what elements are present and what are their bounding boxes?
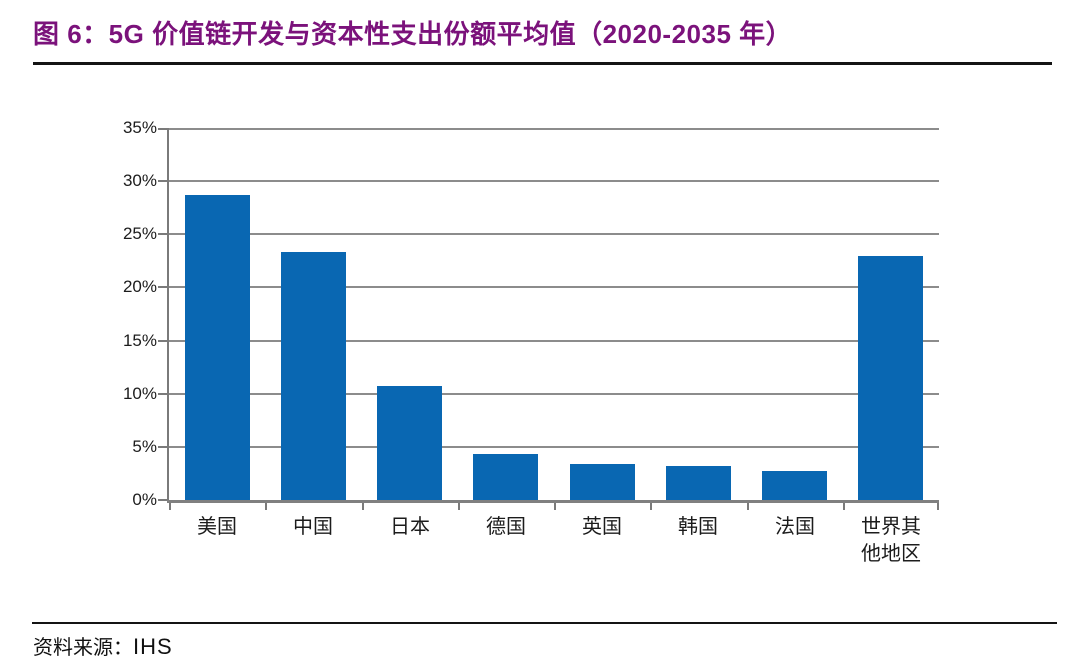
y-axis-tick [158,286,167,288]
bar-2 [281,252,346,500]
y-axis-tick [158,233,167,235]
title-divider [33,62,1052,65]
y-axis-label: 10% [122,384,157,403]
bar-chart-plot-area: 0% 5% 10% 15% 20% 25% 30% 35% 美国 中国 日本 德国 英国 韩国 法国 世界其 … [123,118,939,565]
x-axis-tick [362,503,364,510]
y-axis-label: 20% [122,277,157,296]
x-axis-label: 美国 [197,516,237,538]
gridline [169,128,939,130]
y-axis-tick [158,446,167,448]
x-axis-label: 德国 [486,516,526,538]
bar-4 [473,454,538,500]
y-axis-label: 0% [132,490,157,509]
y-axis-label: 35% [122,118,157,137]
bar-1 [185,195,250,500]
x-axis-tick [554,503,556,510]
gridline [169,286,939,288]
gridline [169,233,939,235]
x-axis-tick [458,503,460,510]
y-axis-label: 5% [132,437,157,456]
x-axis-label: 世界其 他地区 [861,516,921,565]
gridline [169,393,939,395]
source-value: IHS [133,634,173,659]
gridline [169,340,939,342]
x-axis-line [167,500,939,503]
gridline [169,180,939,182]
x-axis-label: 法国 [775,516,815,538]
x-axis-label: 英国 [582,516,622,538]
source-line: 资料来源：IHS [33,631,173,660]
gridline [169,446,939,448]
x-axis-label: 韩国 [678,516,718,538]
bar-3 [377,386,442,500]
y-axis-tick [158,128,167,130]
bar-8 [858,256,923,500]
y-axis-tick [158,340,167,342]
y-axis-tick [158,180,167,182]
y-axis-tick [158,393,167,395]
y-axis-label: 15% [122,331,157,350]
x-axis-tick [747,503,749,510]
source-label: 资料来源： [33,637,133,659]
figure-title: 图 6：5G 价值链开发与资本性支出份额平均值（2020-2035 年） [33,19,793,49]
x-axis-tick [937,503,939,510]
bar-6 [666,466,731,500]
source-divider [32,622,1057,624]
x-axis-tick [169,503,171,510]
x-axis-tick [843,503,845,510]
y-axis-label: 25% [122,224,157,243]
bar-7 [762,471,827,500]
x-axis-tick [650,503,652,510]
x-axis-label: 中国 [293,516,333,538]
x-axis-label: 日本 [390,516,430,538]
x-axis-tick [265,503,267,510]
bar-5 [570,464,635,500]
y-axis-tick [158,499,167,501]
y-axis-label: 30% [122,171,157,190]
